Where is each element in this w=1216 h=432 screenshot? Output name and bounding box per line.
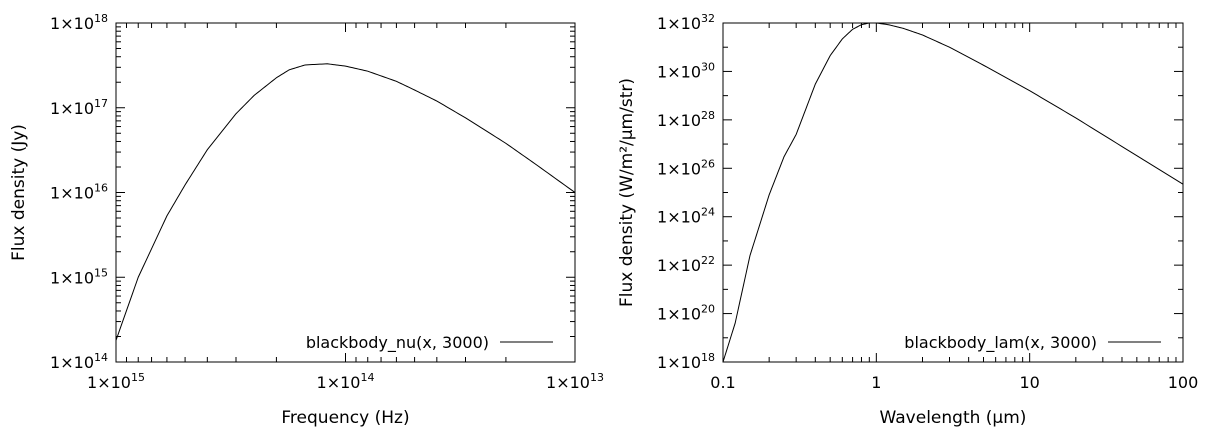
y-tick-label: 1×1028 bbox=[657, 109, 715, 130]
series-line bbox=[115, 63, 576, 341]
chart-wavelength: 0.1 1 10 100 1×1018 1×1020 1×1022 1×1024 1×1026 1… bbox=[617, 12, 1198, 428]
x-tick-label: 1×1014 bbox=[317, 371, 375, 392]
chart-frequency: 1×1015 1×1014 1×10131×10141×10151×10161×10… bbox=[9, 12, 604, 428]
y-tick-label: 1×1024 bbox=[657, 206, 715, 227]
x-axis-label: Frequency (Hz) bbox=[281, 408, 409, 428]
y-axis-label: Flux density (Jy) bbox=[9, 124, 29, 261]
y-tick-label: 1×1017 bbox=[50, 97, 108, 118]
y-tick-label: 1×1015 bbox=[50, 266, 108, 287]
y-tick-label: 1×1030 bbox=[657, 60, 715, 81]
plot-frame bbox=[115, 22, 576, 363]
plot-frame bbox=[722, 22, 1184, 363]
x-tick-label: 1 bbox=[871, 373, 881, 392]
legend-label: blackbody_nu(x, 3000) bbox=[306, 333, 489, 353]
y-tick-label: 1×1016 bbox=[50, 182, 108, 203]
x-tick-label: 1×1015 bbox=[87, 371, 145, 392]
x-tick-label: 10 bbox=[1019, 373, 1039, 392]
legend-label: blackbody_lam(x, 3000) bbox=[904, 333, 1097, 353]
x-axis-label: Wavelength (µm) bbox=[880, 408, 1027, 428]
x-tick-label: 1×1013 bbox=[546, 371, 604, 392]
y-tick-label: 1×1032 bbox=[657, 12, 715, 33]
y-tick-label: 1×1020 bbox=[657, 303, 715, 324]
x-tick-label: 100 bbox=[1168, 373, 1199, 392]
y-tick-label: 1×1022 bbox=[657, 254, 715, 275]
y-tick-label: 1×1018 bbox=[50, 12, 108, 33]
y-axis-label: Flux density (W/m²/µm/str) bbox=[617, 78, 637, 307]
y-tick-label: 1×1014 bbox=[50, 351, 108, 372]
series-line bbox=[722, 22, 1184, 363]
y-tick-label: 1×1026 bbox=[657, 157, 715, 178]
x-tick-label: 0.1 bbox=[710, 373, 735, 392]
y-tick-label: 1×1018 bbox=[657, 351, 715, 372]
